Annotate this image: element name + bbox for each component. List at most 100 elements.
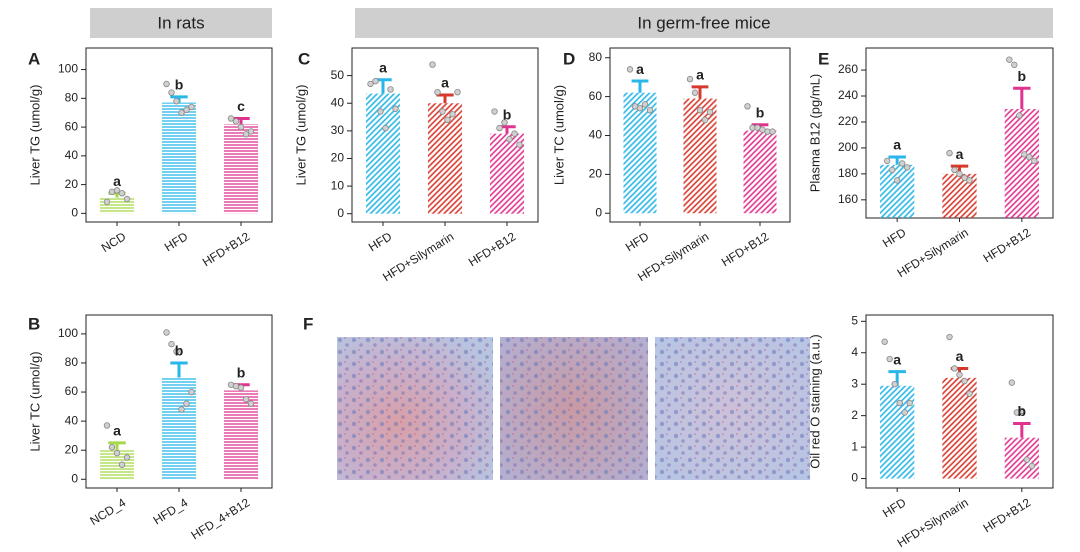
- x-tick-label: NCD: [99, 229, 129, 255]
- significance-letter: a: [113, 173, 121, 189]
- data-point: [163, 80, 170, 88]
- data-point: [946, 149, 953, 157]
- significance-letter: c: [237, 98, 245, 114]
- data-point: [382, 124, 389, 132]
- y-tick-label: 220: [838, 114, 858, 128]
- data-point: [392, 105, 399, 112]
- significance-letter: a: [956, 146, 964, 162]
- data-point: [367, 80, 374, 88]
- data-point: [242, 131, 250, 138]
- x-tick-label: HFD: [880, 495, 909, 520]
- data-point: [434, 88, 441, 96]
- data-point: [454, 88, 461, 96]
- y-tick-label: 60: [65, 384, 79, 398]
- data-point: [696, 107, 704, 114]
- data-point: [636, 105, 644, 112]
- data-point: [178, 406, 185, 413]
- y-tick-label: 240: [838, 88, 858, 102]
- histology-texture: [500, 337, 648, 480]
- y-tick-label: 20: [589, 167, 603, 181]
- x-tick-label: HFD_4: [151, 495, 191, 527]
- data-point: [123, 454, 131, 461]
- data-point: [898, 160, 906, 167]
- x-tick-label: HFD+B12: [466, 229, 519, 269]
- y-axis-label: Oil red O staining (a.u.): [807, 334, 822, 468]
- data-point: [956, 170, 963, 178]
- data-point: [966, 177, 973, 184]
- x-tick-label: HFD+B12: [200, 229, 253, 269]
- y-tick-label: 0: [851, 471, 858, 485]
- data-point: [946, 333, 953, 341]
- x-tick-label: HFD: [880, 225, 909, 250]
- y-tick-label: 40: [65, 413, 79, 427]
- y-tick-label: 60: [589, 89, 603, 103]
- data-point: [173, 98, 180, 105]
- data-point: [491, 108, 498, 115]
- significance-letter: b: [503, 106, 512, 122]
- data-point: [1023, 456, 1031, 463]
- significance-letter: a: [956, 348, 964, 364]
- data-point: [901, 409, 908, 416]
- data-point: [701, 116, 709, 124]
- x-tick-label: HFD: [162, 229, 191, 254]
- y-tick-label: 80: [65, 91, 79, 105]
- y-tick-label: 1: [851, 439, 858, 453]
- header: In germ-free mice: [637, 13, 770, 32]
- y-tick-label: 0: [337, 206, 344, 220]
- panel-letter: A: [28, 49, 40, 68]
- header-box: [355, 8, 1053, 38]
- significance-letter: a: [696, 67, 704, 83]
- bar: [1004, 437, 1039, 479]
- data-point: [103, 198, 111, 206]
- data-point: [429, 61, 436, 68]
- data-point: [439, 108, 446, 115]
- data-point: [113, 187, 121, 194]
- significance-letter: a: [113, 423, 121, 439]
- data-point: [168, 340, 175, 348]
- y-axis-label: Plasma B12 (pg/mL): [807, 74, 822, 193]
- data-point: [951, 365, 958, 372]
- significance-letter: b: [175, 343, 184, 359]
- data-point: [377, 108, 384, 115]
- data-point: [449, 111, 456, 118]
- bar: [365, 93, 401, 214]
- header: In rats: [157, 13, 204, 32]
- data-point: [1006, 56, 1013, 63]
- data-point: [188, 388, 195, 396]
- chart-panel: E Plasma B12 (pg/mL) 160 180 200 220 240 260 HFD…: [807, 47, 1054, 280]
- data-point: [163, 329, 170, 336]
- data-point: [769, 128, 776, 135]
- data-point: [506, 135, 513, 143]
- data-point: [906, 399, 913, 407]
- data-point: [387, 86, 394, 93]
- data-point: [113, 449, 121, 457]
- y-tick-label: 40: [331, 95, 345, 109]
- data-point: [646, 107, 654, 114]
- significance-letter: a: [893, 137, 901, 153]
- data-point: [247, 400, 255, 407]
- histology-texture: [337, 337, 493, 480]
- data-point: [888, 166, 896, 174]
- data-point: [956, 371, 963, 378]
- panel-letter: D: [563, 49, 575, 68]
- data-point: [183, 400, 190, 407]
- panel-letter: E: [818, 49, 829, 68]
- y-tick-label: 80: [65, 355, 79, 369]
- y-tick-label: 3: [851, 376, 858, 390]
- x-tick-label: HFD+B12: [719, 229, 772, 269]
- data-point: [237, 123, 245, 131]
- data-point: [227, 115, 235, 122]
- y-tick-label: 10: [331, 178, 345, 192]
- y-tick-label: 40: [65, 148, 79, 162]
- data-point: [178, 109, 185, 116]
- data-point: [951, 166, 958, 174]
- y-tick-label: 30: [331, 123, 345, 137]
- y-tick-label: 4: [851, 345, 858, 359]
- data-point: [1018, 407, 1026, 415]
- significance-letter: a: [379, 59, 387, 75]
- data-point: [691, 89, 699, 96]
- significance-letter: b: [756, 104, 765, 120]
- significance-letter: b: [1018, 68, 1027, 84]
- significance-letter: b: [237, 364, 246, 380]
